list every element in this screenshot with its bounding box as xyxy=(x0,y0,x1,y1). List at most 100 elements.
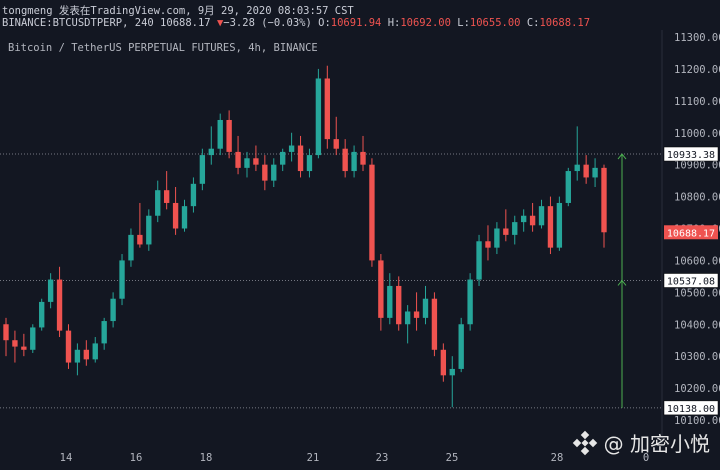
y-tick-label: 10300.00 xyxy=(674,351,720,363)
candle-body xyxy=(30,327,36,350)
candle-body xyxy=(119,260,125,299)
candle-body xyxy=(565,171,571,203)
y-tick-label: 10200.00 xyxy=(674,383,720,395)
publisher-text: tongmeng 发表在TradingView.com, 9月 29, 2020… xyxy=(2,5,354,17)
y-tick-label: 11100.00 xyxy=(674,96,720,108)
candle-body xyxy=(529,215,536,226)
candle-body xyxy=(378,260,384,318)
candle-body xyxy=(494,228,500,248)
y-tick-label: 10800.00 xyxy=(674,192,720,204)
low-value: 10655.00 xyxy=(469,17,521,29)
candle-body xyxy=(333,139,339,149)
candle-body xyxy=(83,349,90,360)
current-price-tag xyxy=(664,225,718,240)
candle-body xyxy=(538,206,545,226)
open-value: 10691.94 xyxy=(330,17,382,29)
candle-body xyxy=(583,164,589,178)
candle-body xyxy=(360,151,366,165)
candle-body xyxy=(431,298,438,350)
range-tool-arrow-mid xyxy=(617,279,627,286)
candle-body xyxy=(601,167,607,233)
candle-body xyxy=(306,155,313,172)
candle-body xyxy=(244,158,250,168)
candle-body xyxy=(56,279,63,331)
price-level-tag xyxy=(663,273,719,288)
candle-body xyxy=(556,202,563,248)
down-arrow-icon: ▼ xyxy=(216,17,224,29)
candle-body xyxy=(458,324,464,369)
y-tick-label: 10500.00 xyxy=(674,287,720,299)
price-level-label: 10933.38 xyxy=(667,150,715,161)
price-level-label: 10138.00 xyxy=(667,404,715,415)
candle-body xyxy=(280,151,286,165)
price-level-tag xyxy=(663,146,719,162)
x-tick-label: 0 xyxy=(643,452,649,464)
candle-body xyxy=(592,167,598,178)
candle-body xyxy=(271,164,277,181)
candle-body xyxy=(217,119,223,149)
candle-body xyxy=(520,215,527,223)
candle-body xyxy=(351,151,357,172)
price-level-tag xyxy=(663,400,719,416)
symbol-label: BINANCE:BTCUSDTPERP, 240 xyxy=(2,17,154,29)
y-tick-label: 11200.00 xyxy=(674,64,720,76)
candle-body xyxy=(297,145,304,172)
candle-body xyxy=(422,298,429,318)
candle-body xyxy=(163,190,170,203)
candle-body xyxy=(146,215,152,245)
ohlc-line: BINANCE:BTCUSDTPERP, 240 10688.17 ▼−3.28… xyxy=(2,17,590,29)
candle-body xyxy=(92,343,98,360)
candle-body xyxy=(208,148,214,156)
candle-body xyxy=(137,234,143,245)
candle-body xyxy=(235,151,241,168)
y-tick-label: 10100.00 xyxy=(674,415,720,427)
candle-body xyxy=(288,145,295,152)
publisher-line: tongmeng 发表在TradingView.com, 9月 29, 2020… xyxy=(2,3,354,18)
y-tick-label: 11000.00 xyxy=(674,128,720,140)
candle-body xyxy=(574,164,580,172)
candle-body xyxy=(315,78,322,156)
current-price-label: 10688.17 xyxy=(667,228,715,239)
candle-body xyxy=(65,330,72,363)
watermark-text: @ 加密小悦 xyxy=(603,432,710,456)
candle-body xyxy=(21,346,27,350)
candle-body xyxy=(110,298,116,322)
open-label: O: xyxy=(318,17,331,29)
y-tick-label: 11300.00 xyxy=(674,32,720,44)
y-tick-label: 10400.00 xyxy=(674,319,720,331)
candle-body xyxy=(467,279,473,325)
candle-body xyxy=(503,228,509,235)
candle-body xyxy=(199,155,206,184)
candle-body xyxy=(190,183,197,207)
x-tick-label: 23 xyxy=(376,452,389,464)
candle-body xyxy=(485,241,491,248)
candle-body xyxy=(476,241,482,280)
candle-body xyxy=(226,119,232,152)
candle-body xyxy=(512,222,518,235)
candle-body xyxy=(3,324,9,341)
range-tool-arrow-top xyxy=(617,153,627,160)
candle-body xyxy=(369,164,375,261)
high-value: 10692.00 xyxy=(400,17,451,29)
change-value: −3.28 (−0.03%) xyxy=(223,17,312,29)
candle-body xyxy=(101,321,107,344)
high-label: H: xyxy=(387,17,401,29)
watermark: @ 加密小悦 xyxy=(572,428,710,457)
close-value: 10688.17 xyxy=(539,17,591,29)
x-tick-label: 18 xyxy=(200,452,213,464)
close-label: C: xyxy=(526,17,540,29)
candle-body xyxy=(74,349,81,363)
y-tick-label: 10600.00 xyxy=(674,255,720,267)
x-tick-label: 14 xyxy=(60,452,73,464)
x-tick-label: 16 xyxy=(130,452,143,464)
chart-subtitle: Bitcoin / TetherUS PERPETUAL FUTURES, 4h… xyxy=(8,42,318,54)
x-tick-label: 21 xyxy=(307,452,320,464)
candle-body xyxy=(128,234,134,261)
candle-body xyxy=(39,301,45,328)
last-price: 10688.17 xyxy=(160,17,211,29)
candle-body xyxy=(324,78,330,140)
x-tick-label: 28 xyxy=(551,452,564,464)
candle-body xyxy=(396,285,402,325)
candle-body xyxy=(404,311,411,325)
